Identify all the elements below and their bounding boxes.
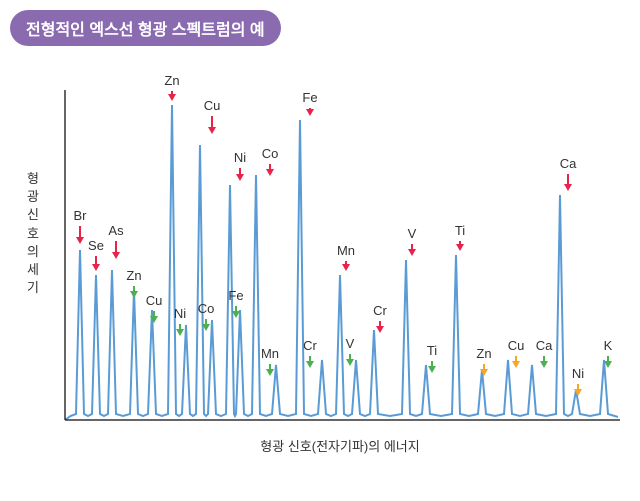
arrow-head-icon [76,237,84,244]
peak-label: Ti [455,223,465,238]
peak-annotation: Mn [337,243,355,271]
peak-annotation: Zn [476,346,491,376]
arrow-head-icon [306,361,314,368]
arrow-head-icon [266,169,274,176]
chart-area: BrSe As Zn Cu Zn Ni Cu Co Ni Fe Co Mn Fe Cr Mn V Cr V Ti Ti… [60,60,620,460]
y-axis-label: 형광 신호의 세기 [25,170,41,297]
peak-label: Br [74,208,88,223]
peak-annotation: Se [88,238,104,271]
peak-label: Co [198,301,215,316]
peak-label: Cu [204,98,221,113]
peak-label: Ca [560,156,577,171]
peak-annotation: Cr [373,303,387,333]
peak-annotation: Ti [455,223,465,251]
peak-annotation: Cu [204,98,221,134]
arrow-head-icon [168,94,176,101]
arrow-head-icon [540,361,548,368]
arrow-head-icon [408,249,416,256]
peak-label: Ni [174,306,186,321]
peak-label: Zn [476,346,491,361]
chart-title: 전형적인 엑스선 형광 스펙트럼의 예 [10,10,281,46]
x-axis-label: 형광 신호(전자기파)의 에너지 [60,436,620,455]
arrow-head-icon [112,252,120,259]
peak-label: Ni [572,366,584,381]
arrow-head-icon [346,359,354,366]
peak-annotation: Zn [164,73,179,101]
peak-label: V [408,226,417,241]
peak-label: Zn [126,268,141,283]
arrow-head-icon [564,184,572,191]
peak-annotation: V [346,336,355,366]
arrow-head-icon [266,369,274,376]
peak-label: Mn [337,243,355,258]
peak-label: Cu [508,338,525,353]
arrow-head-icon [376,326,384,333]
peak-label: Fe [228,288,243,303]
peak-annotation: Ni [234,150,246,181]
arrow-head-icon [306,109,314,116]
peak-label: Se [88,238,104,253]
peak-label: K [604,338,613,353]
arrow-head-icon [342,264,350,271]
peak-annotation: Cr [303,338,317,368]
peak-annotation: Fe [302,90,317,116]
peak-annotation: Ni [572,366,584,396]
peak-label: Cr [303,338,317,353]
peak-label: Cr [373,303,387,318]
peak-annotation: Ti [427,343,437,373]
peak-annotation: Br [74,208,88,244]
peak-label: Ca [536,338,553,353]
peak-annotation: Cu [146,293,163,323]
peak-label: Mn [261,346,279,361]
xrf-spectrum-figure: 전형적인 엑스선 형광 스펙트럼의 예 형광 신호의 세기 BrSe As Zn Cu… [10,10,630,491]
arrow-head-icon [208,127,216,134]
arrow-head-icon [512,361,520,368]
peak-annotation: Zn [126,268,141,298]
arrow-head-icon [456,244,464,251]
peak-annotation: Co [262,146,279,176]
peak-label: Cu [146,293,163,308]
peak-label: Ti [427,343,437,358]
arrow-head-icon [176,329,184,336]
peak-annotation: Ca [560,156,577,191]
peak-label: Co [262,146,279,161]
peak-annotation: Cu [508,338,525,368]
peak-annotation: Fe [228,288,243,318]
peak-annotation: As [108,223,124,259]
peak-annotation: Ca [536,338,553,368]
arrow-head-icon [130,291,138,298]
peak-label: Fe [302,90,317,105]
spectrum-line [65,105,618,420]
peak-label: Zn [164,73,179,88]
peak-label: As [108,223,124,238]
arrow-head-icon [92,264,100,271]
arrow-head-icon [428,366,436,373]
peak-label: Ni [234,150,246,165]
spectrum-svg: BrSe As Zn Cu Zn Ni Cu Co Ni Fe Co Mn Fe Cr Mn V Cr V Ti Ti… [60,60,620,440]
peak-annotation: V [408,226,417,256]
arrow-head-icon [236,174,244,181]
peak-label: V [346,336,355,351]
